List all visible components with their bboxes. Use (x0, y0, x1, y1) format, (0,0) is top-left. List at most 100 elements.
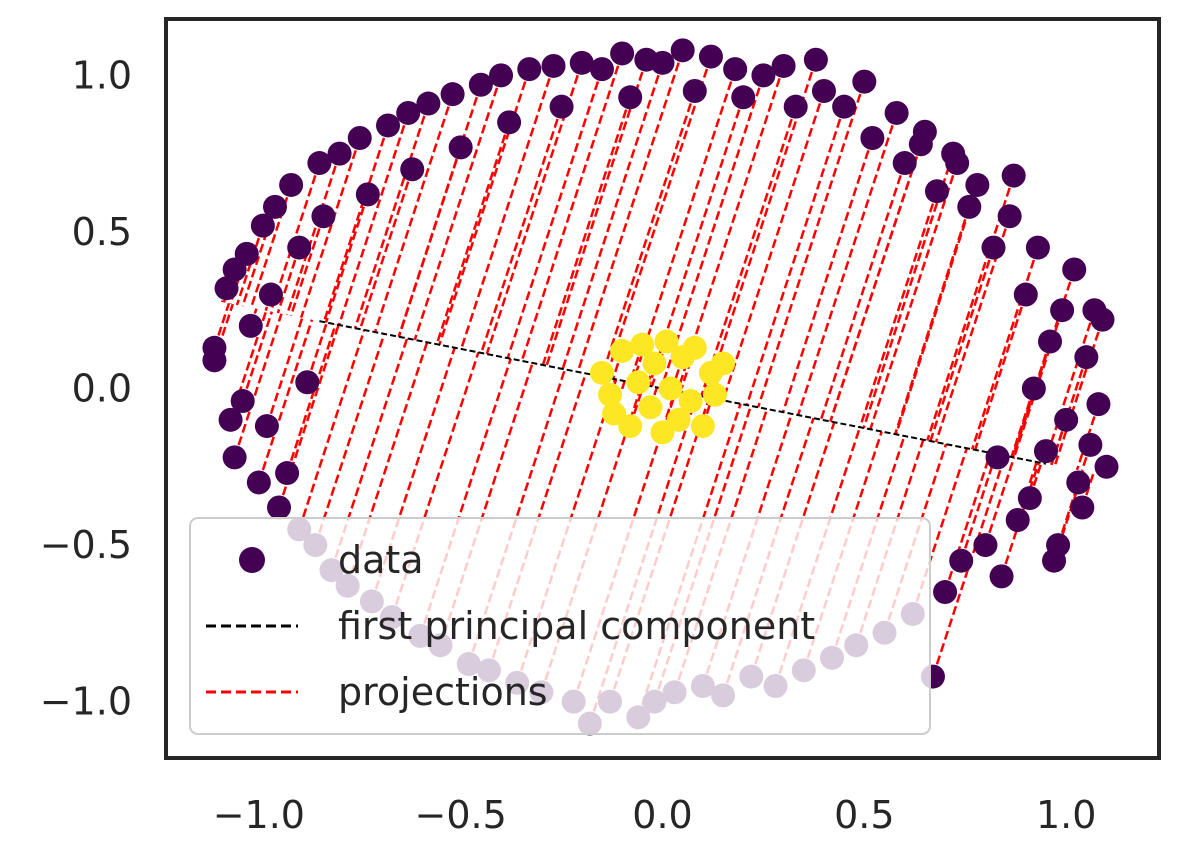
data-point-outer (1086, 392, 1111, 417)
y-tick-label: −1.0 (40, 680, 132, 724)
data-point-outer (1017, 486, 1042, 511)
projection-line (676, 65, 785, 392)
data-point-inner (682, 335, 707, 360)
data-point-outer (650, 50, 675, 75)
projection-line (576, 49, 684, 373)
data-point-outer (783, 94, 808, 119)
projection-line (721, 90, 826, 401)
legend-label-projections: projections (338, 670, 548, 714)
data-point-outer (965, 172, 990, 197)
projection-line (276, 247, 301, 314)
projection-line (419, 358, 512, 637)
projection-line (700, 106, 797, 397)
data-point-outer (218, 407, 243, 432)
projection-line (858, 190, 939, 428)
data-point-outer (723, 57, 748, 82)
data-point-inner (602, 401, 627, 426)
projection-line (298, 329, 366, 530)
projection-line (460, 65, 555, 350)
projection-line (520, 53, 624, 362)
projection-line (322, 125, 390, 323)
projection-line (796, 112, 898, 416)
data-point-outer (250, 213, 275, 238)
data-point-outer (1038, 329, 1063, 354)
projection-line (745, 106, 846, 406)
data-point-inner (678, 389, 703, 414)
data-point-outer (1070, 495, 1095, 520)
data-point-outer (1066, 470, 1091, 495)
data-point-outer (396, 100, 421, 125)
data-point-outer (751, 63, 776, 88)
data-point-outer (933, 580, 958, 605)
y-axis-ticks: −1.0 −0.5 0.0 0.5 1.0 (40, 53, 132, 723)
data-point-outer (497, 110, 522, 135)
data-point-outer (1005, 508, 1030, 533)
projection-line (506, 68, 604, 359)
projection-line (660, 74, 765, 389)
data-point-outer (1013, 282, 1038, 307)
data-point-outer (202, 348, 227, 373)
y-tick-label: 0.0 (72, 367, 132, 411)
data-point-outer (355, 182, 380, 207)
projection-line (541, 96, 632, 366)
data-point-outer (468, 72, 493, 97)
data-point-outer (1001, 163, 1026, 188)
data-point-outer (1050, 298, 1075, 323)
x-tick-label: 1.0 (1036, 793, 1096, 837)
data-point-outer (989, 564, 1014, 589)
data-point-outer (279, 172, 304, 197)
projection-line (233, 313, 283, 458)
data-point-outer (541, 53, 566, 78)
data-point-outer (275, 461, 300, 486)
projection-line (289, 215, 325, 316)
projection-line (781, 137, 874, 413)
data-point-outer (1042, 548, 1067, 573)
x-tick-label: 0.0 (632, 793, 692, 837)
data-point-outer (1078, 432, 1103, 457)
data-point-inner (690, 414, 715, 439)
data-point-outer (1021, 376, 1046, 401)
projection-line (984, 457, 1016, 546)
projection-line (970, 247, 1040, 450)
data-point-outer (908, 132, 933, 157)
legend-data-marker (239, 547, 265, 573)
data-point-outer (589, 57, 614, 82)
projection-line (439, 362, 534, 646)
data-point-outer (1054, 407, 1079, 432)
projection-line (353, 103, 430, 329)
data-point-outer (307, 151, 332, 176)
projection-line (756, 81, 866, 408)
data-point-outer (214, 276, 239, 301)
data-point-outer (246, 470, 271, 495)
data-point-outer (347, 125, 372, 150)
projection-line (561, 62, 664, 370)
data-point-outer (254, 414, 279, 439)
data-point-inner (654, 329, 679, 354)
data-point-outer (295, 370, 320, 395)
data-point-outer (517, 57, 542, 82)
data-point-outer (549, 94, 574, 119)
data-point-outer (238, 313, 263, 338)
data-point-outer (945, 151, 970, 176)
data-point-inner (702, 382, 727, 407)
data-point-outer (860, 125, 885, 150)
data-point-inner (630, 332, 655, 357)
x-tick-label: −1.0 (213, 793, 305, 837)
projection-line (862, 153, 955, 429)
projection-line (285, 323, 337, 474)
data-point-outer (258, 282, 283, 307)
projection-line (943, 452, 992, 593)
projection-line (819, 162, 906, 420)
data-point-inner (626, 370, 651, 395)
x-axis-ticks: −1.0 −0.5 0.0 0.5 1.0 (213, 793, 1097, 837)
data-point-outer (803, 47, 828, 72)
projection-line (631, 68, 737, 384)
data-point-outer (811, 79, 836, 104)
data-point-inner (642, 351, 667, 376)
data-point-inner (711, 351, 736, 376)
projection-line (324, 193, 370, 323)
data-point-inner (650, 420, 675, 445)
projection-line (337, 112, 410, 326)
data-point-outer (1025, 235, 1050, 260)
data-point-outer (771, 53, 796, 78)
